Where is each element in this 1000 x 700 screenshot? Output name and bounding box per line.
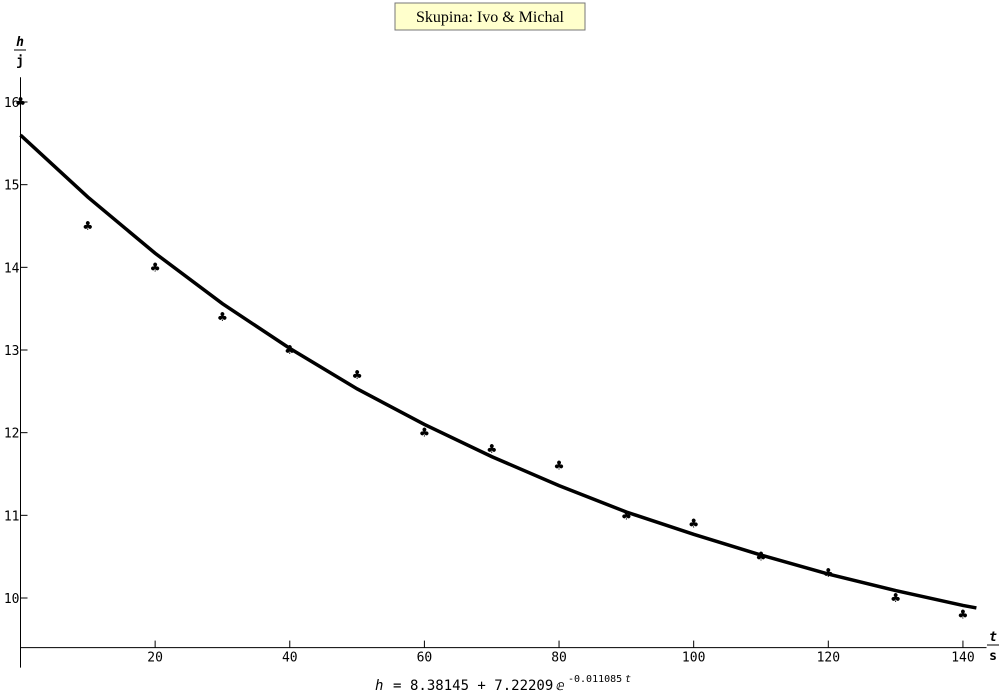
marker: ♣ [151,258,160,276]
marker: ♣ [420,424,429,442]
x-tick-label: 80 [551,651,567,666]
x-tick-label: 100 [682,651,705,666]
x-tick-label: 60 [417,651,433,666]
formula-equals: = [393,678,401,694]
x-unit: s [989,649,997,664]
marker: ♣ [622,506,631,524]
marker: ♣ [958,606,967,624]
chart-title: Skupina: Ivo & Michal [416,9,565,26]
y-tick-label: 10 [4,592,20,607]
x-tick-label: 140 [951,651,974,666]
marker: ♣ [16,93,25,111]
fit-curve [19,133,977,610]
marker: ♣ [891,589,900,607]
marker: ♣ [487,440,496,458]
formula-base: ⅇ [556,678,565,694]
formula-exponent: -0.011085 [568,674,622,685]
marker: ♣ [218,308,227,326]
formula: h = 8.38145 + 7.22209 ⅇ -0.011085 t [375,674,631,694]
x-tick-label: 20 [147,651,163,666]
y-tick-label: 16 [4,96,20,111]
y-tick-label: 11 [4,509,20,524]
y-unit: j [16,54,24,69]
x-tick-label: 40 [282,651,298,666]
marker: ♣ [555,457,564,475]
y-tick-label: 12 [4,427,20,442]
marker: ♣ [83,217,92,235]
formula-exponent-var: t [625,674,631,685]
x-label: t [989,630,997,645]
y-tick-label: 13 [4,344,20,359]
y-tick-label: 15 [4,179,20,194]
marker: ♣ [353,366,362,384]
marker: ♣ [689,515,698,533]
y-label: h [16,35,24,50]
formula-rhs: 8.38145 + 7.22209 [410,678,553,694]
x-tick-label: 120 [817,651,840,666]
title-box [394,2,586,31]
formula-lhs: h [375,678,383,694]
y-tick-label: 14 [4,261,20,276]
